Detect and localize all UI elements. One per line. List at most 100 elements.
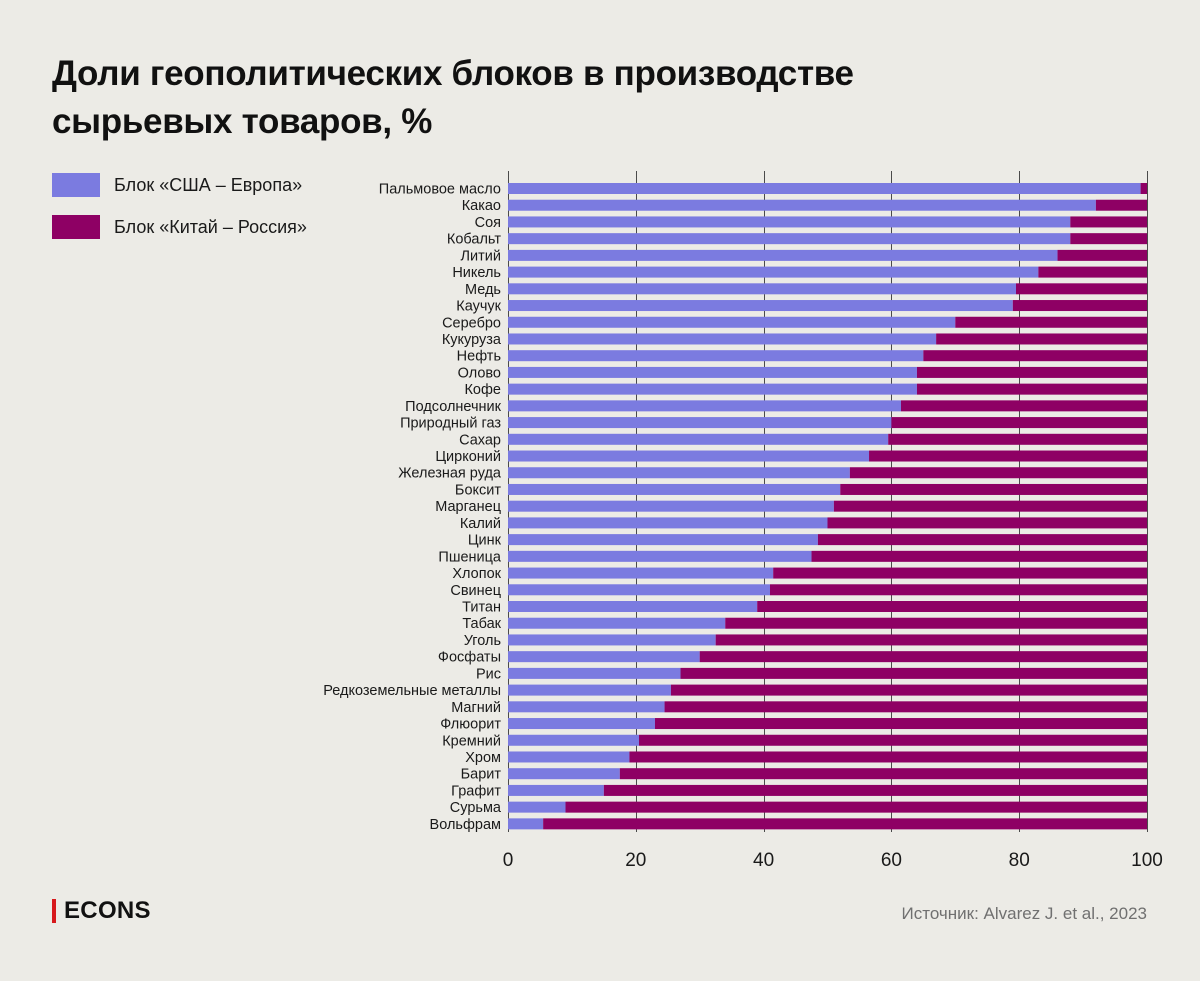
logo-text: ECONS: [64, 897, 151, 924]
bar-china-russia-31: [664, 701, 1147, 713]
bar-usa-europe-11: [508, 366, 917, 378]
x-tick-label-20: 20: [625, 850, 646, 871]
category-label-1: Какао: [462, 198, 501, 214]
bar-usa-europe-36: [508, 784, 604, 796]
bar-usa-europe-18: [508, 483, 841, 495]
category-label-17: Железная руда: [398, 466, 502, 482]
bar-usa-europe-14: [508, 417, 892, 429]
bar-china-russia-30: [670, 684, 1147, 696]
bar-china-russia-9: [936, 333, 1147, 345]
bar-usa-europe-3: [508, 233, 1071, 245]
legend-item-china-russia: Блок «Китай – Россия»: [52, 214, 307, 240]
bar-usa-europe-35: [508, 768, 620, 780]
bar-usa-europe-8: [508, 316, 956, 328]
bar-china-russia-35: [619, 768, 1147, 780]
category-label-36: Графит: [451, 783, 501, 799]
bar-china-russia-21: [817, 534, 1147, 546]
bar-china-russia-34: [629, 751, 1147, 763]
category-label-16: Цирконий: [435, 449, 501, 465]
bar-usa-europe-20: [508, 517, 828, 529]
bar-china-russia-8: [955, 316, 1147, 328]
category-label-15: Сахар: [459, 432, 501, 448]
bar-usa-europe-37: [508, 801, 566, 813]
category-label-30: Редкоземельные металлы: [323, 683, 501, 699]
bar-usa-europe-17: [508, 467, 850, 479]
category-label-20: Калий: [460, 516, 501, 532]
bar-china-russia-38: [543, 818, 1147, 830]
category-label-3: Кобальт: [447, 232, 501, 248]
bar-usa-europe-34: [508, 751, 630, 763]
bar-usa-europe-7: [508, 300, 1013, 312]
bar-china-russia-26: [725, 617, 1147, 629]
category-label-28: Фосфаты: [438, 650, 501, 666]
bar-china-russia-14: [891, 417, 1147, 429]
category-label-37: Сурьма: [450, 800, 502, 816]
bar-usa-europe-19: [508, 500, 834, 512]
bar-usa-europe-23: [508, 567, 774, 579]
category-label-27: Уголь: [464, 633, 501, 649]
category-label-19: Марганец: [435, 499, 501, 515]
logo-red-bar: [52, 899, 56, 923]
bar-usa-europe-10: [508, 350, 924, 362]
category-label-35: Барит: [461, 767, 502, 783]
bar-usa-europe-38: [508, 818, 544, 830]
bar-china-russia-37: [565, 801, 1147, 813]
legend-swatch-usa-europe: [52, 173, 100, 197]
bar-china-russia-1: [1095, 199, 1147, 211]
bar-usa-europe-5: [508, 266, 1039, 278]
bar-usa-europe-24: [508, 584, 770, 596]
category-label-23: Хлопок: [452, 566, 501, 582]
category-label-5: Никель: [452, 265, 501, 281]
bar-usa-europe-27: [508, 634, 716, 646]
category-label-2: Соя: [475, 215, 501, 231]
bar-china-russia-5: [1038, 266, 1147, 278]
category-label-6: Медь: [465, 282, 501, 298]
bar-china-russia-19: [833, 500, 1147, 512]
bar-china-russia-25: [757, 601, 1147, 612]
x-tick-label-60: 60: [881, 850, 902, 871]
bar-china-russia-6: [1016, 283, 1147, 295]
bar-usa-europe-4: [508, 249, 1058, 261]
category-label-25: Титан: [462, 600, 501, 616]
bar-china-russia-10: [923, 350, 1147, 362]
bar-china-russia-0: [1140, 183, 1147, 194]
bar-usa-europe-28: [508, 651, 700, 663]
bar-usa-europe-30: [508, 684, 671, 696]
x-tick-label-100: 100: [1131, 850, 1163, 871]
bar-usa-europe-0: [508, 183, 1141, 194]
category-label-7: Каучук: [456, 299, 501, 315]
category-label-4: Литий: [461, 248, 501, 264]
category-label-31: Магний: [451, 700, 501, 716]
category-label-11: Олово: [458, 365, 501, 381]
category-label-18: Боксит: [455, 482, 501, 498]
bar-china-russia-3: [1070, 233, 1147, 245]
bar-usa-europe-6: [508, 283, 1017, 295]
bar-usa-europe-1: [508, 199, 1096, 211]
category-label-21: Цинк: [468, 533, 502, 549]
econs-logo[interactable]: ECONS: [52, 897, 151, 925]
category-label-34: Хром: [465, 750, 501, 766]
category-label-14: Природный газ: [400, 416, 501, 432]
legend: Блок «США – Европа» Блок «Китай – Россия…: [52, 172, 307, 256]
x-tick-label-40: 40: [753, 850, 774, 871]
bar-china-russia-17: [849, 467, 1147, 479]
category-label-32: Флюорит: [440, 717, 501, 733]
bar-china-russia-4: [1057, 249, 1147, 261]
bar-usa-europe-2: [508, 216, 1071, 228]
category-label-22: Пшеница: [438, 549, 502, 565]
bar-china-russia-2: [1070, 216, 1147, 228]
legend-item-usa-europe: Блок «США – Европа»: [52, 172, 307, 198]
category-label-13: Подсолнечник: [405, 399, 501, 415]
bar-usa-europe-26: [508, 617, 726, 629]
bar-usa-europe-22: [508, 550, 812, 562]
category-label-38: Вольфрам: [430, 817, 501, 833]
bar-usa-europe-31: [508, 701, 665, 713]
bar-china-russia-33: [638, 734, 1147, 746]
bar-china-russia-12: [916, 383, 1147, 395]
bar-usa-europe-13: [508, 400, 901, 412]
bar-usa-europe-15: [508, 433, 889, 445]
bar-usa-europe-29: [508, 667, 681, 679]
bar-china-russia-32: [654, 718, 1147, 730]
category-label-9: Кукуруза: [442, 332, 502, 348]
bar-usa-europe-25: [508, 601, 758, 612]
